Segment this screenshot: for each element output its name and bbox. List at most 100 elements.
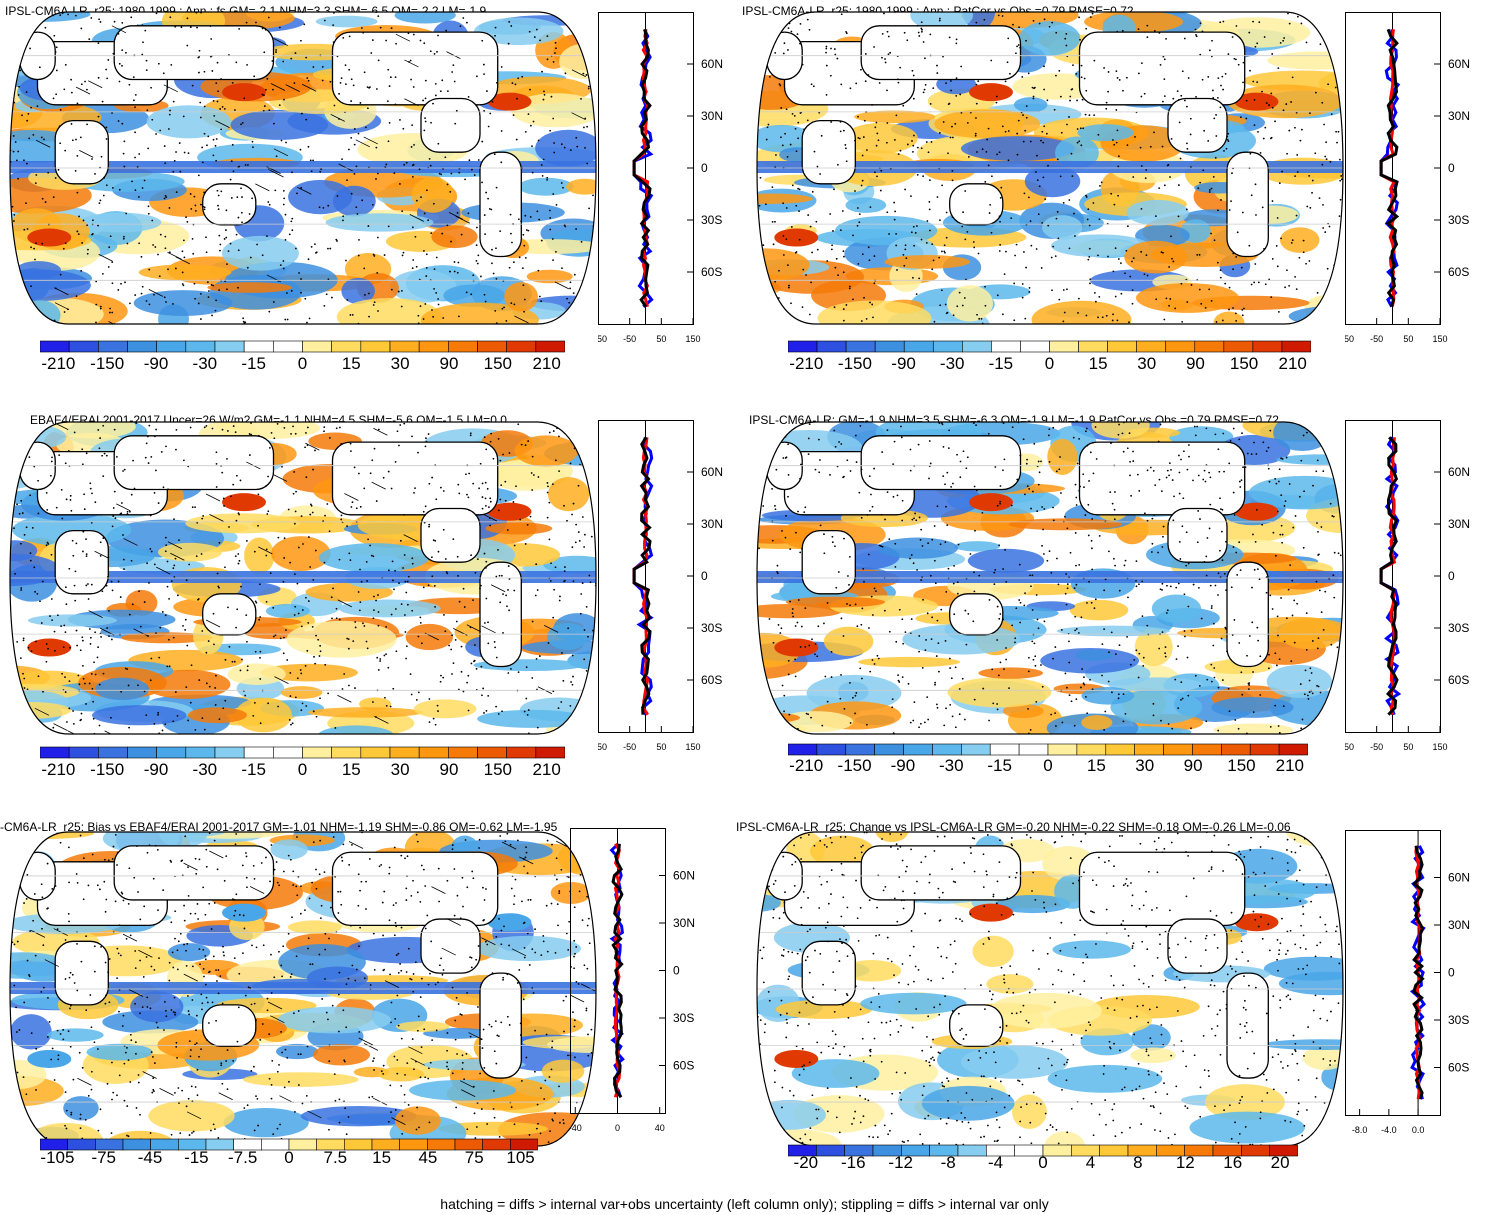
stipple-dot	[783, 710, 785, 713]
stipple-dot	[229, 178, 232, 181]
stipple-dot	[1234, 312, 1237, 315]
stipple-dot	[976, 151, 978, 153]
stipple-dot	[473, 1112, 476, 1115]
stipple-dot	[538, 655, 541, 657]
stipple-dot	[1333, 460, 1336, 463]
stipple-dot	[840, 443, 843, 445]
stipple-dot	[985, 150, 988, 153]
hatch-line	[133, 628, 148, 637]
stipple-dot	[125, 212, 128, 215]
stipple-dot	[446, 572, 449, 575]
stipple-dot	[1138, 583, 1140, 586]
stipple-dot	[771, 452, 774, 455]
stipple-dot	[1076, 462, 1079, 465]
stipple-dot	[1217, 729, 1220, 732]
stipple-dot	[1301, 718, 1304, 721]
colorbar-swatch	[477, 340, 507, 353]
stipple-dot	[73, 431, 76, 434]
stipple-dot	[87, 583, 89, 585]
stipple-dot	[520, 220, 522, 223]
stipple-dot	[46, 324, 48, 326]
stipple-dot	[240, 187, 242, 190]
stipple-dot	[1043, 508, 1046, 510]
stipple-dot	[978, 317, 981, 320]
stipple-dot	[1300, 459, 1303, 462]
colorbar-swatch	[932, 743, 962, 756]
stipple-dot	[526, 523, 529, 526]
stipple-dot	[1202, 169, 1205, 172]
stipple-dot	[350, 78, 353, 81]
stipple-dot	[563, 146, 566, 149]
stipple-dot	[1228, 462, 1231, 465]
stipple-dot	[438, 964, 441, 967]
stipple-dot	[402, 251, 405, 254]
stipple-dot	[791, 112, 794, 115]
stipple-dot	[315, 634, 317, 637]
stipple-dot	[301, 609, 304, 611]
stipple-dot	[10, 670, 11, 673]
stipple-dot	[475, 667, 478, 670]
stipple-dot	[1252, 533, 1254, 536]
stipple-dot	[1267, 446, 1270, 449]
stipple-dot	[265, 554, 268, 557]
stipple-dot	[534, 594, 537, 597]
stipple-dot	[1215, 321, 1218, 323]
stipple-dot	[1087, 258, 1090, 261]
stipple-dot	[1163, 78, 1166, 80]
stipple-dot	[284, 238, 287, 241]
stipple-dot	[942, 475, 945, 478]
stipple-dot	[575, 228, 577, 230]
stipple-dot	[1258, 578, 1261, 581]
stipple-dot	[397, 290, 400, 293]
colorbar-label: -30	[192, 354, 218, 373]
stipple-dot	[1038, 185, 1041, 188]
stipple-dot	[799, 42, 801, 45]
stipple-dot	[975, 21, 978, 24]
stipple-dot	[351, 501, 354, 504]
stipple-dot	[132, 76, 135, 79]
stipple-dot	[541, 174, 544, 177]
stipple-dot	[294, 52, 297, 54]
stipple-dot	[119, 513, 122, 515]
stipple-dot	[1079, 485, 1081, 488]
stipple-dot	[117, 289, 120, 291]
stipple-dot	[64, 63, 67, 66]
stipple-dot	[1222, 432, 1225, 435]
stipple-dot	[897, 679, 900, 682]
stipple-dot	[205, 651, 208, 654]
stipple-dot	[108, 311, 111, 314]
stipple-dot	[564, 72, 567, 75]
stipple-dot	[484, 504, 487, 507]
stipple-dot	[1250, 283, 1253, 286]
field-blob	[411, 177, 455, 213]
stipple-dot	[280, 964, 283, 967]
stipple-dot	[1046, 559, 1049, 562]
stipple-dot	[583, 126, 585, 129]
stipple-dot	[1137, 28, 1140, 31]
hatch-line	[571, 112, 586, 121]
stipple-dot	[11, 89, 14, 92]
stipple-dot	[411, 609, 414, 612]
stipple-dot	[860, 320, 863, 322]
field-blob	[1091, 422, 1150, 439]
stipple-dot	[1138, 652, 1141, 655]
stipple-dot	[542, 98, 545, 101]
stipple-dot	[10, 430, 13, 433]
stipple-dot	[134, 950, 137, 952]
stipple-dot	[390, 613, 393, 616]
stipple-dot	[307, 621, 310, 624]
stipple-dot	[472, 274, 475, 277]
stipple-dot	[489, 524, 492, 527]
stipple-dot	[1092, 202, 1095, 204]
stipple-dot	[481, 140, 484, 143]
map-border	[9, 11, 597, 325]
x-tick-label: -150	[598, 334, 607, 344]
stipple-dot	[201, 517, 204, 520]
stipple-dot	[68, 680, 71, 682]
stipple-dot	[840, 83, 843, 86]
stipple-dot	[1212, 97, 1215, 99]
stipple-dot	[912, 562, 915, 565]
stipple-dot	[173, 518, 175, 521]
stipple-dot	[824, 675, 827, 678]
colorbar-swatch	[243, 746, 274, 759]
